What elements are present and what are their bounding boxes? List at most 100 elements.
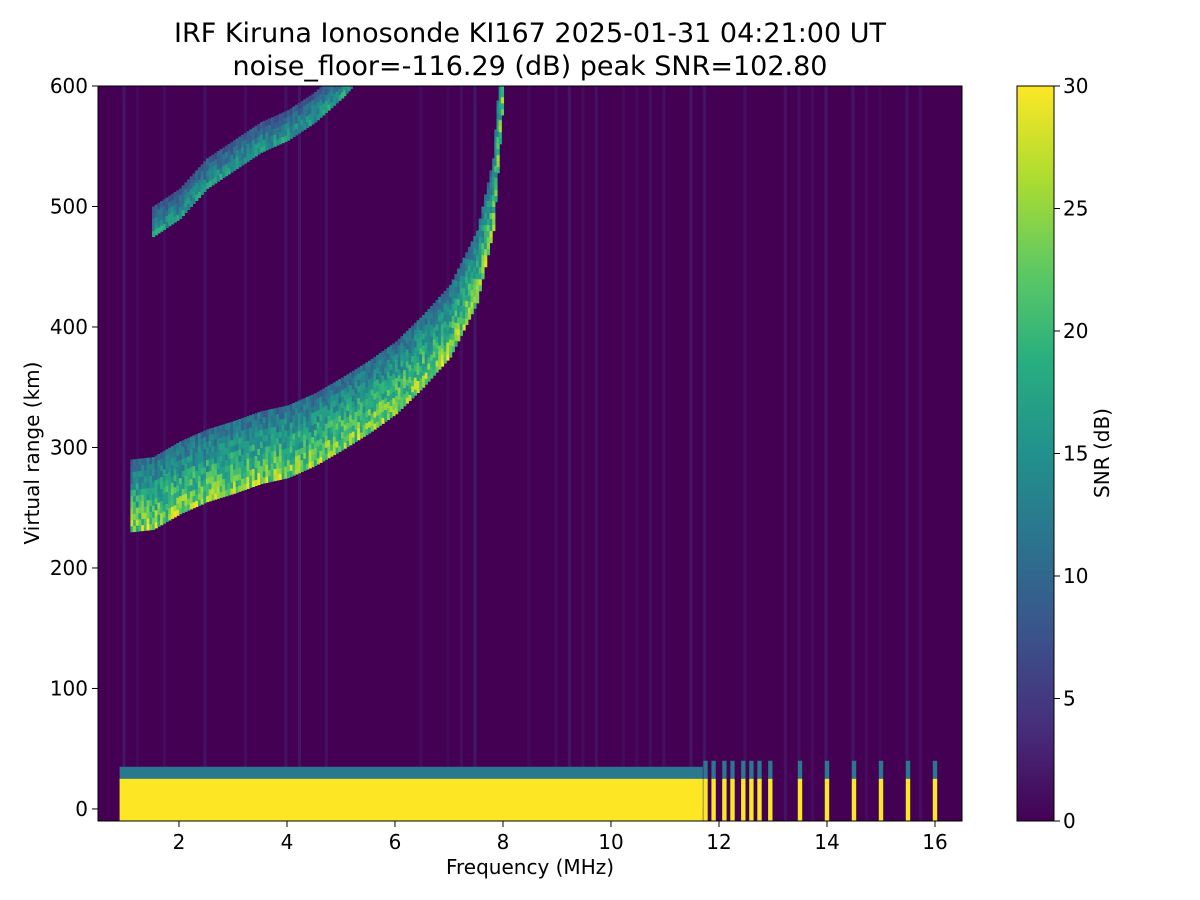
heatmap-cell [351, 400, 355, 408]
heatmap-cell [208, 452, 212, 460]
heatmap-cell [211, 445, 215, 453]
heatmap-cell [249, 153, 253, 160]
heatmap-cell [230, 451, 234, 459]
heatmap-cell [476, 272, 480, 280]
heatmap-cell [335, 380, 339, 388]
heatmap-cell [303, 428, 307, 435]
heatmap-cell [184, 487, 188, 494]
heatmap-cell [432, 333, 436, 340]
heatmap-cell [449, 308, 453, 316]
heatmap-cell [322, 454, 326, 462]
heatmap-cell [350, 70, 353, 77]
heatmap-cell [197, 191, 202, 198]
heatmap-cell [281, 460, 285, 468]
heatmap-cell [330, 413, 334, 421]
heatmap-cell [357, 373, 361, 381]
heatmap-cell [254, 137, 258, 145]
heatmap-cell [446, 323, 450, 331]
heatmap-cell [152, 517, 156, 524]
heatmap-cell [152, 457, 156, 464]
heatmap-cell [249, 129, 253, 136]
heatmap-cell [222, 454, 226, 461]
heatmap-cell [405, 366, 409, 374]
heatmap-cell [338, 427, 342, 434]
heatmap-cell [376, 403, 380, 410]
heatmap-cell [327, 445, 331, 453]
heatmap-cell [376, 397, 380, 404]
heatmap-cell [224, 453, 229, 461]
heatmap-cell [335, 404, 339, 412]
heatmap-cell [405, 373, 409, 380]
heatmap-cell [160, 207, 164, 214]
heatmap-cell [303, 464, 307, 471]
heatmap-cell [227, 155, 231, 163]
heatmap-cell [200, 449, 204, 457]
heatmap-cell [465, 300, 469, 307]
heatmap-cell [430, 342, 434, 349]
heatmap-cell [303, 452, 307, 459]
heatmap-cell [195, 476, 199, 483]
heatmap-cell [249, 439, 253, 446]
heatmap-cell [189, 454, 193, 462]
heatmap-cell [235, 486, 239, 493]
heatmap-cell [457, 280, 461, 288]
heatmap-cell [303, 111, 307, 118]
noise-column [783, 86, 788, 821]
heatmap-cell [373, 362, 377, 370]
heatmap-cell [179, 206, 183, 214]
heatmap-cell [351, 437, 355, 444]
heatmap-cell [332, 442, 337, 450]
heatmap-cell [459, 323, 463, 330]
x-tick-label: 10 [598, 830, 623, 854]
heatmap-cell [241, 146, 245, 154]
heatmap-cell [289, 440, 293, 447]
heatmap-cell [141, 488, 145, 495]
heatmap-cell [130, 471, 134, 479]
heatmap-cell [281, 412, 285, 420]
heatmap-cell [322, 90, 326, 98]
heatmap-cell [322, 102, 326, 110]
heatmap-cell [289, 108, 293, 115]
heatmap-cell [211, 166, 215, 174]
sounding-line [878, 778, 884, 821]
heatmap-cell [308, 395, 312, 403]
heatmap-cell [154, 509, 158, 517]
heatmap-cell [462, 305, 466, 313]
heatmap-cell [311, 430, 315, 438]
heatmap-cell [462, 311, 466, 319]
heatmap-cell [478, 272, 482, 280]
heatmap-cell [451, 285, 455, 292]
heatmap-cell [443, 345, 447, 352]
heatmap-cell [465, 288, 469, 295]
heatmap-cell [338, 415, 342, 422]
heatmap-cell [476, 260, 480, 268]
heatmap-cell [187, 492, 191, 499]
heatmap-cell [465, 276, 469, 283]
heatmap-cell [187, 443, 191, 451]
heatmap-cell [227, 428, 231, 436]
heatmap-cell [330, 438, 334, 445]
heatmap-cell [470, 247, 474, 254]
heatmap-cell [251, 151, 256, 159]
heatmap-cell [376, 391, 380, 398]
heatmap-cell [262, 139, 266, 146]
heatmap-cell [189, 176, 193, 183]
heatmap-cell [168, 201, 172, 209]
heatmap-cell [141, 464, 145, 471]
heatmap-cell [230, 463, 234, 471]
heatmap-cell [314, 447, 318, 454]
heatmap-cell [162, 499, 166, 506]
heatmap-cell [368, 420, 372, 428]
sounding-line [730, 778, 735, 821]
heatmap-cell [162, 511, 166, 518]
heatmap-cell [305, 463, 310, 470]
heatmap-cell [384, 355, 388, 362]
heatmap-cell [278, 431, 283, 438]
heatmap-cell [351, 413, 355, 420]
heatmap-cell [416, 326, 420, 333]
heatmap-cell [451, 303, 455, 311]
heatmap-cell [411, 349, 415, 357]
sounding-line [932, 778, 938, 821]
heatmap-cell [500, 108, 505, 116]
heatmap-cell [438, 351, 442, 358]
